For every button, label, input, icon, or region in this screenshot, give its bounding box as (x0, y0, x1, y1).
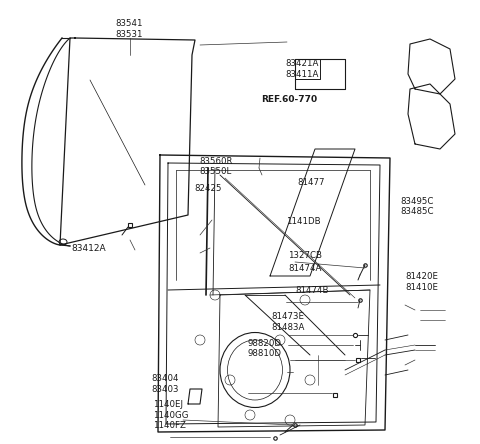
Text: 1327CB: 1327CB (288, 251, 322, 260)
Text: REF.60-770: REF.60-770 (262, 95, 318, 104)
Text: 1140EJ
1140GG
1140FZ: 1140EJ 1140GG 1140FZ (153, 400, 188, 430)
Text: 83412A: 83412A (72, 244, 106, 253)
Text: 81477: 81477 (298, 178, 325, 186)
Text: 83404
83403: 83404 83403 (152, 374, 180, 394)
Text: 83560R
83550L: 83560R 83550L (199, 157, 233, 176)
Text: 81474A: 81474A (288, 264, 322, 273)
Text: 82425: 82425 (194, 184, 222, 193)
Text: 81420E
81410E: 81420E 81410E (406, 272, 439, 292)
Text: 83495C
83485C: 83495C 83485C (401, 197, 434, 216)
Text: 81473E
81483A: 81473E 81483A (271, 312, 305, 332)
Text: 98820D
98810D: 98820D 98810D (247, 339, 281, 358)
Text: 83421A
83411A: 83421A 83411A (286, 59, 319, 79)
Text: 81474B: 81474B (295, 286, 329, 295)
Text: 83541
83531: 83541 83531 (116, 19, 144, 39)
Text: 1141DB: 1141DB (286, 218, 320, 226)
